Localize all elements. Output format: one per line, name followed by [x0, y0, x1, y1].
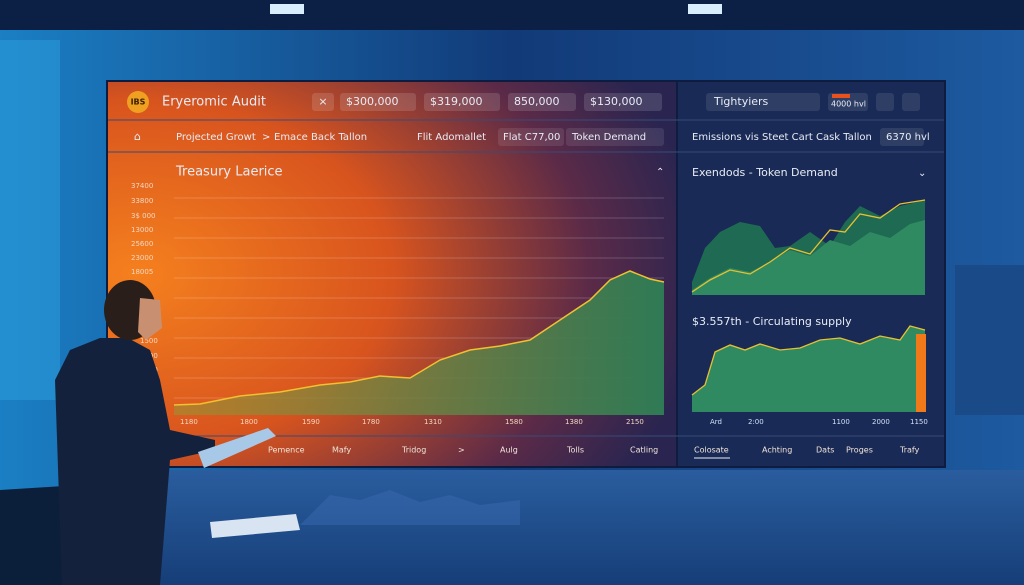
- filter-label[interactable]: $319,000: [430, 95, 483, 108]
- area-line: [173, 270, 665, 406]
- breadcrumb[interactable]: Emace Back Tallon: [274, 132, 367, 143]
- select-label[interactable]: Tightyiers: [713, 95, 769, 108]
- area-line: [691, 325, 926, 396]
- sub-field-label[interactable]: Flat C77,00: [503, 132, 560, 143]
- x-label: 1380: [565, 418, 583, 426]
- area: [174, 271, 664, 415]
- tab[interactable]: Achting: [762, 446, 792, 455]
- side-tabs: Colosate Achting Dats Proges Trafy: [694, 446, 920, 459]
- app-title: Eryeromic Audit: [162, 95, 266, 110]
- filter-label[interactable]: $130,000: [590, 95, 643, 108]
- area: [692, 326, 925, 412]
- y-label: 25600: [131, 240, 153, 248]
- x-label: 1780: [362, 418, 380, 426]
- x-label: 1310: [424, 418, 442, 426]
- x-labels: Ard 2:00 1100 2000 1150: [710, 418, 928, 426]
- close-button[interactable]: [312, 93, 334, 111]
- table-reflection: [300, 490, 520, 525]
- filter-label[interactable]: $300,000: [346, 95, 399, 108]
- tab[interactable]: Dats: [816, 446, 834, 455]
- filter[interactable]: [424, 93, 500, 111]
- sub-field: [880, 128, 924, 146]
- x-label: Ard: [710, 418, 722, 426]
- x-label: 2150: [626, 418, 644, 426]
- logo-badge: [127, 91, 149, 113]
- sub-field[interactable]: [498, 128, 564, 146]
- filters: $300,000 $319,000 850,000 $130,000: [340, 93, 662, 111]
- chart-title: Exendods - Token Demand: [692, 166, 838, 179]
- x-label: 1100: [832, 418, 850, 426]
- filter-label[interactable]: 850,000: [514, 95, 560, 108]
- x-label: 1800: [240, 418, 258, 426]
- ceiling-light: [270, 4, 304, 14]
- person-face: [138, 298, 162, 340]
- y-label: 37400: [131, 182, 153, 190]
- filter[interactable]: [584, 93, 662, 111]
- menu-button[interactable]: [876, 93, 894, 111]
- area-line: [691, 199, 926, 293]
- tab-sep: >: [458, 446, 465, 455]
- y-label: 23000: [131, 254, 153, 262]
- tab[interactable]: Proges: [846, 446, 873, 455]
- ceiling-light: [688, 4, 722, 14]
- tablet: [198, 428, 276, 468]
- breadcrumb-sep: >: [262, 132, 270, 143]
- breadcrumb[interactable]: Projected Growt: [176, 132, 256, 143]
- close-icon[interactable]: ×: [318, 95, 327, 108]
- y-label: 18005: [131, 268, 153, 276]
- tab[interactable]: Pemence: [268, 446, 305, 455]
- badge-flag: [832, 94, 850, 98]
- sub-label: Flit Adomallet: [417, 132, 486, 143]
- tab[interactable]: Catling: [630, 446, 658, 455]
- tabs: Pemence Mafy Tridog > Aulg Tolls Catling: [268, 446, 658, 455]
- badge-label: 4000 hvl: [831, 100, 866, 109]
- person-body: [55, 338, 215, 585]
- expand-icon[interactable]: ⌄: [918, 168, 926, 179]
- chart-title: Treasury Laerice: [175, 165, 283, 180]
- tab[interactable]: Mafy: [332, 446, 351, 455]
- notebook: [210, 514, 300, 538]
- table: [130, 470, 1024, 585]
- tab[interactable]: Colosate: [694, 446, 729, 455]
- window: [0, 40, 60, 400]
- x-label: 1180: [180, 418, 198, 426]
- y-label: 33800: [131, 197, 153, 205]
- tab[interactable]: Tridog: [401, 446, 426, 455]
- x-label: 2000: [872, 418, 890, 426]
- chart-title: $3.557th - Circulating supply: [692, 315, 852, 328]
- tab[interactable]: Trafy: [899, 446, 920, 455]
- sub-select[interactable]: [566, 128, 664, 146]
- y-label: 1500: [140, 337, 158, 345]
- more-button[interactable]: [902, 93, 920, 111]
- y-label: 3$ 000: [131, 212, 156, 220]
- filter[interactable]: [340, 93, 416, 111]
- x-label: 2:00: [748, 418, 764, 426]
- tab[interactable]: Tolls: [566, 446, 584, 455]
- window-building: [955, 265, 1024, 415]
- highlight-bar: [916, 334, 926, 412]
- sub-field-label: 6370 hvl: [886, 132, 930, 143]
- select[interactable]: [706, 93, 820, 111]
- sub-select-label[interactable]: Token Demand: [571, 132, 646, 143]
- tab[interactable]: Aulg: [500, 446, 518, 455]
- sub-label: Emissions vis Steet Cart Cask Tallon: [692, 132, 872, 143]
- filter[interactable]: [508, 93, 576, 111]
- collapse-icon[interactable]: ⌃: [656, 167, 664, 178]
- area: [692, 220, 925, 295]
- logo: IBS: [131, 98, 146, 107]
- y-label: 13000: [131, 226, 153, 234]
- x-labels: 1180 1800 1590 1780 1310 1580 1380 2150: [180, 418, 644, 426]
- ceiling: [0, 0, 1024, 30]
- x-label: 1590: [302, 418, 320, 426]
- home-icon[interactable]: ⌂: [134, 130, 141, 143]
- x-label: 1150: [910, 418, 928, 426]
- x-label: 1580: [505, 418, 523, 426]
